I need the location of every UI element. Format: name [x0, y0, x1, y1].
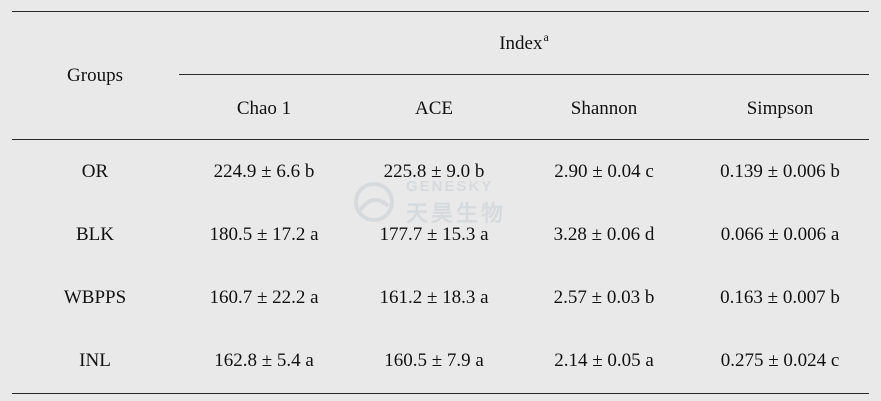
column-header-chao1: Chao 1 [236, 98, 292, 119]
table-cell: 180.5 ± 17.2 a [209, 224, 319, 245]
table-cell: 162.8 ± 5.4 a [214, 350, 314, 371]
table-cell: 2.14 ± 0.05 a [554, 350, 654, 371]
index-underline-rule [179, 74, 869, 75]
column-header-shannon: Shannon [570, 98, 638, 119]
row-group-label: INL [79, 350, 111, 371]
watermark: GENESKY 天昊生物 [352, 178, 522, 227]
table-cell: 0.275 ± 0.024 c [720, 350, 840, 371]
table-cell: 161.2 ± 18.3 a [379, 287, 489, 308]
table-cell: 0.066 ± 0.006 a [720, 224, 840, 245]
table-cell: 3.28 ± 0.06 d [553, 224, 655, 245]
table-cell: 2.90 ± 0.04 c [554, 161, 654, 182]
table-cell: 2.57 ± 0.03 b [553, 287, 655, 308]
top-rule [12, 11, 869, 12]
row-group-label: OR [81, 161, 109, 182]
table-cell: 0.139 ± 0.006 b [720, 161, 840, 182]
index-superscript: a [543, 30, 549, 44]
index-header-label: Index [499, 33, 543, 54]
column-header-ace: ACE [415, 98, 453, 119]
groups-header: Groups [67, 65, 123, 87]
table-cell: 160.7 ± 22.2 a [209, 287, 319, 308]
bottom-rule [12, 393, 869, 394]
table-cell: 160.5 ± 7.9 a [384, 350, 484, 371]
table-cell: 0.163 ± 0.007 b [720, 287, 840, 308]
watermark-logo-icon [354, 182, 394, 222]
index-header: Indexa [499, 30, 549, 56]
column-header-simpson: Simpson [746, 98, 814, 119]
table-cell: 225.8 ± 9.0 b [383, 161, 485, 182]
header-bottom-rule [12, 139, 869, 140]
row-group-label: WBPPS [63, 287, 127, 308]
groups-header-label: Groups [67, 65, 123, 86]
table-cell: 177.7 ± 15.3 a [379, 224, 489, 245]
table-cell: 224.9 ± 6.6 b [213, 161, 315, 182]
row-group-label: BLK [76, 224, 114, 245]
